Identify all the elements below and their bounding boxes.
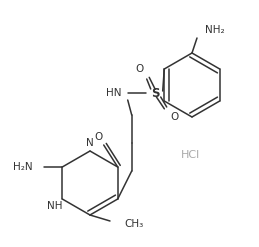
Text: NH: NH xyxy=(47,201,62,211)
Text: N: N xyxy=(86,138,94,148)
Text: H₂N: H₂N xyxy=(13,162,32,172)
Text: CH₃: CH₃ xyxy=(124,219,143,229)
Text: O: O xyxy=(171,112,179,122)
Text: S: S xyxy=(152,86,160,100)
Text: O: O xyxy=(136,64,144,74)
Text: HN: HN xyxy=(106,88,122,98)
Text: O: O xyxy=(95,132,103,142)
Text: NH₂: NH₂ xyxy=(205,25,225,35)
Text: HCl: HCl xyxy=(180,150,200,160)
